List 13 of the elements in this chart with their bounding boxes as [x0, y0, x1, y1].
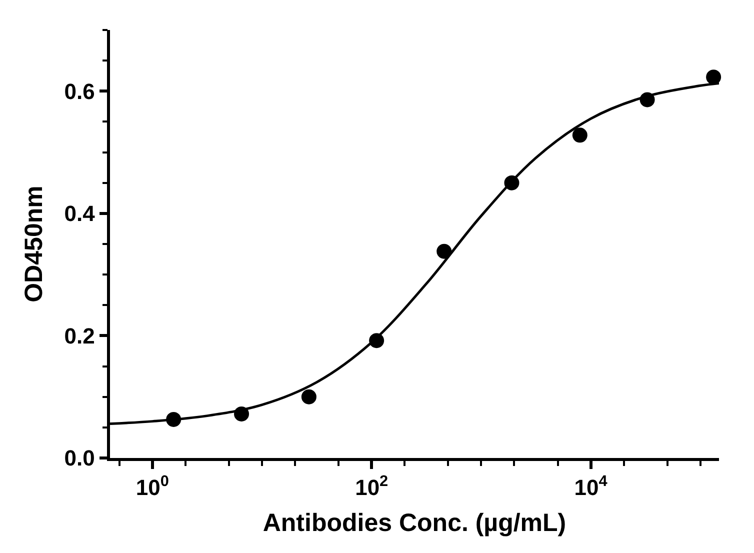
x-tick-label: 10$^{4}$ — [574, 472, 608, 500]
point — [436, 244, 452, 259]
y-tick-label: 0.4 — [64, 201, 96, 226]
point — [706, 70, 722, 85]
y-tick-label: 0.0 — [64, 446, 95, 471]
point — [572, 128, 588, 143]
x-axis-title: Antibodies Conc. (µg/mL) — [262, 509, 566, 538]
y-tick-label: 0.6 — [64, 78, 95, 104]
y-tick-label: 0.2 — [64, 323, 95, 348]
x-tick-label: 10$^{2}$ — [355, 472, 388, 500]
x-tick-label: 10$^{0}$ — [136, 472, 169, 500]
y-axis-title: OD450nm — [20, 186, 48, 302]
point — [301, 389, 316, 404]
